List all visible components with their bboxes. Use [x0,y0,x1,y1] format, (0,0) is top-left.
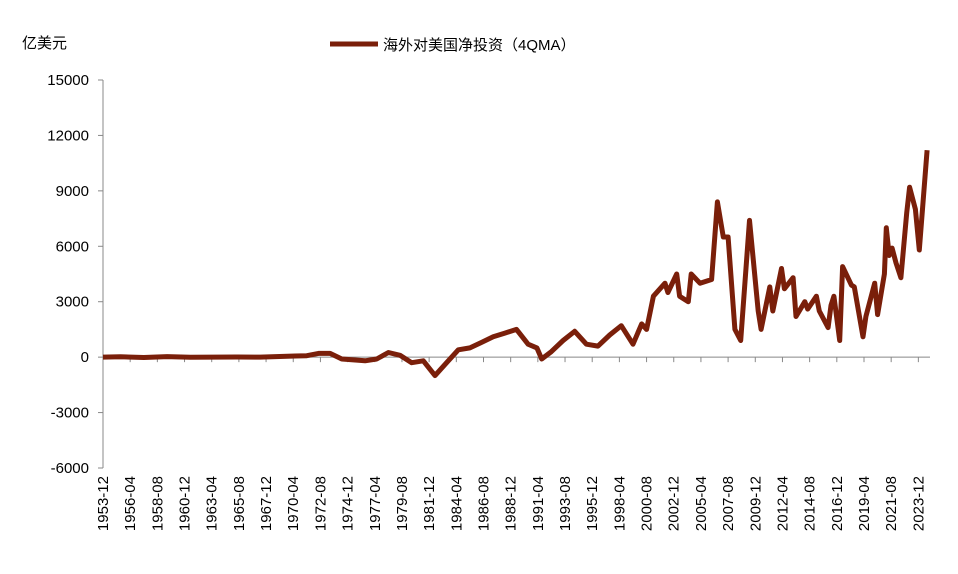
x-tick-label: 2009-12 [747,476,764,531]
x-tick-label: 1960-12 [177,476,194,531]
x-tick-label: 1986-08 [475,476,492,531]
x-tick-label: 1984-04 [448,476,465,531]
x-tick-label: 2023-12 [910,476,927,531]
x-tick-label: 1956-04 [122,476,139,531]
x-tick-label: 2014-08 [802,476,819,531]
x-tick-label: 2005-04 [693,476,710,531]
x-tick-label: 1970-04 [285,476,302,531]
y-tick-label: 9000 [56,183,89,200]
y-tick-label: -6000 [51,460,89,477]
y-tick-label: 0 [81,349,89,366]
x-tick-label: 1965-08 [231,476,248,531]
y-tick-label: 15000 [47,72,89,89]
x-tick-label: 2021-08 [883,476,900,531]
x-tick-label: 1981-12 [421,476,438,531]
x-tick-label: 1991-04 [530,476,547,531]
x-tick-label: 1974-12 [340,476,357,531]
x-tick-label: 1967-12 [258,476,275,531]
legend-label: 海外对美国净投资（4QMA） [383,37,576,54]
x-tick-label: 1988-12 [503,476,520,531]
x-tick-label: 1963-04 [204,476,221,531]
y-tick-label: 12000 [47,127,89,144]
x-tick-label: 2012-04 [774,476,791,531]
y-tick-label: 6000 [56,238,89,255]
x-tick-label: 1953-12 [95,476,112,531]
x-tick-label: 1972-08 [312,476,329,531]
x-tick-label: 2019-04 [856,476,873,531]
x-tick-label: 1977-04 [367,476,384,531]
y-tick-label: -3000 [51,405,89,422]
x-tick-label: 2002-12 [666,476,683,531]
x-tick-label: 1995-12 [584,476,601,531]
x-tick-label: 2000-08 [639,476,656,531]
x-tick-label: 1998-04 [611,476,628,531]
x-tick-label: 2007-08 [720,476,737,531]
line-series [102,150,930,379]
x-tick-label: 1979-08 [394,476,411,531]
x-tick-label: 2016-12 [829,476,846,531]
y-axis-unit: 亿美元 [22,35,67,52]
y-tick-label: 3000 [56,294,89,311]
x-tick-label: 1958-08 [149,476,166,531]
x-tick-label: 1993-08 [557,476,574,531]
